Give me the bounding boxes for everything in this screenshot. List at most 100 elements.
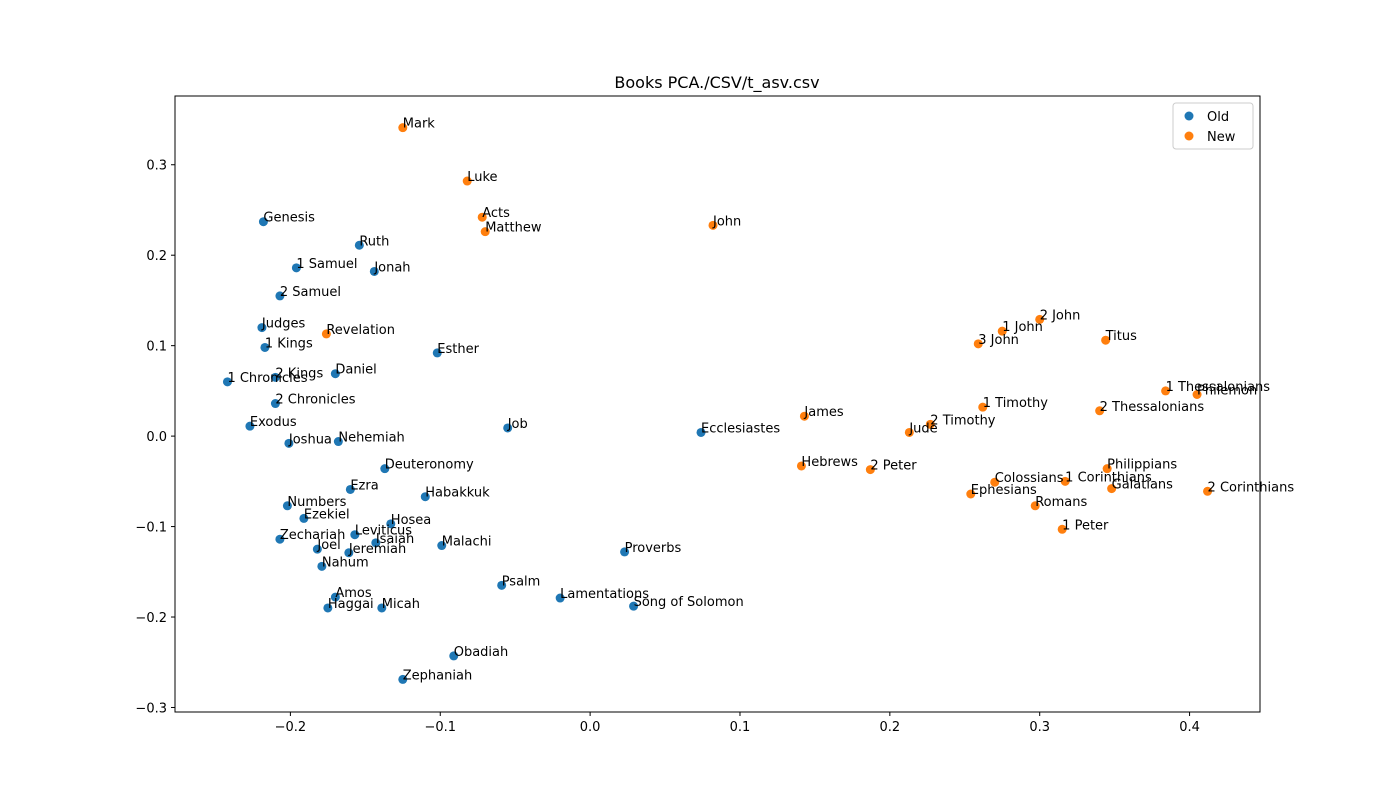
point-label: Hebrews — [801, 455, 858, 470]
data-point — [282, 501, 292, 511]
data-point — [620, 547, 630, 557]
point-label: Jude — [908, 421, 937, 436]
point-label: Matthew — [485, 221, 542, 236]
x-tick-label: 0.1 — [730, 720, 751, 735]
data-point — [380, 464, 390, 474]
y-tick-label: 0.0 — [146, 430, 167, 445]
x-tick-label: 0.3 — [1029, 720, 1050, 735]
data-point — [1060, 476, 1070, 486]
data-point — [275, 534, 285, 544]
point-label: Esther — [437, 342, 479, 357]
y-tick-label: 0.2 — [146, 249, 167, 264]
y-tick-label: −0.3 — [135, 701, 167, 716]
point-label: 2 Chronicles — [275, 393, 355, 408]
point-label: 2 John — [1040, 308, 1081, 323]
data-point — [245, 421, 255, 431]
legend-marker — [1184, 111, 1194, 121]
point-label: 1 Chronicles — [227, 371, 307, 386]
data-point — [354, 240, 364, 250]
point-label: Proverbs — [625, 541, 682, 556]
point-label: Job — [507, 417, 528, 432]
point-label: 1 Corinthians — [1065, 470, 1152, 485]
data-point — [323, 603, 333, 613]
data-point — [1030, 501, 1040, 511]
data-point — [1095, 406, 1105, 416]
data-point — [270, 399, 280, 409]
data-point — [398, 674, 408, 684]
point-label: 2 Timothy — [930, 413, 996, 428]
point-label: John — [712, 214, 741, 229]
data-point — [480, 227, 490, 237]
data-point — [462, 176, 472, 186]
data-point — [796, 461, 806, 471]
point-label: Micah — [382, 597, 420, 612]
data-point — [1161, 386, 1171, 396]
data-point — [1101, 335, 1111, 345]
data-point — [371, 538, 381, 548]
point-label: Deuteronomy — [385, 458, 474, 473]
legend-label: Old — [1207, 110, 1229, 125]
x-tick-label: 0.4 — [1179, 720, 1200, 735]
data-point — [291, 263, 301, 273]
data-point — [449, 651, 459, 661]
y-tick-label: 0.1 — [146, 340, 167, 355]
data-point — [1057, 524, 1067, 534]
point-label: Genesis — [263, 211, 315, 226]
data-point — [1203, 486, 1213, 496]
data-point — [330, 369, 340, 379]
point-label: Song of Solomon — [634, 595, 744, 610]
point-label: Psalm — [502, 574, 541, 589]
data-point — [333, 437, 343, 447]
point-label: Luke — [467, 170, 497, 185]
data-point — [555, 593, 565, 603]
y-tick-label: −0.1 — [135, 521, 167, 536]
point-label: Philemon — [1197, 384, 1257, 399]
data-point — [497, 580, 507, 590]
point-label: Daniel — [335, 363, 376, 378]
point-label: Titus — [1105, 329, 1137, 344]
point-label: Mark — [403, 117, 436, 132]
point-label: 2 Samuel — [280, 285, 341, 300]
data-point — [437, 541, 447, 551]
point-label: Nehemiah — [338, 431, 404, 446]
point-label: Jonah — [373, 260, 410, 275]
data-point — [503, 423, 513, 433]
point-label: Obadiah — [454, 645, 509, 660]
point-label: Isaiah — [376, 532, 414, 547]
data-point — [330, 592, 340, 602]
data-point — [420, 492, 430, 502]
data-point — [865, 465, 875, 475]
point-label: Lamentations — [560, 587, 649, 602]
data-point — [696, 427, 706, 437]
point-label: Galatians — [1112, 478, 1174, 493]
point-label: Ezra — [350, 478, 378, 493]
point-label: Revelation — [326, 323, 395, 338]
data-point — [966, 489, 976, 499]
point-label: 1 Samuel — [296, 257, 357, 272]
data-point — [904, 427, 914, 437]
data-point — [299, 513, 309, 523]
data-point — [432, 348, 442, 358]
data-point — [260, 342, 270, 352]
point-label: Ephesians — [971, 483, 1037, 498]
point-label: 2 Thessalonians — [1100, 400, 1205, 415]
data-point — [1192, 390, 1202, 400]
data-point — [386, 519, 396, 529]
point-label: Nahum — [322, 555, 369, 570]
data-point — [978, 402, 988, 412]
data-point — [997, 326, 1007, 336]
data-point — [973, 339, 983, 349]
point-label: Hosea — [391, 513, 431, 528]
legend: Old New — [1172, 102, 1254, 150]
point-label: Jeremiah — [348, 542, 406, 557]
point-label: James — [803, 405, 843, 420]
data-point — [284, 438, 294, 448]
point-label: 1 Kings — [265, 336, 313, 351]
data-point — [344, 548, 354, 558]
data-point — [350, 530, 360, 540]
point-label: Philippians — [1107, 458, 1177, 473]
plot-area: −0.2 −0.1 0.0 0.1 0.2 0.3 0.4 −0.3 −0.2 −0.1 0.0 0.… — [135, 95, 1294, 735]
point-label: 1 Timothy — [983, 396, 1049, 411]
data-point — [222, 377, 232, 387]
